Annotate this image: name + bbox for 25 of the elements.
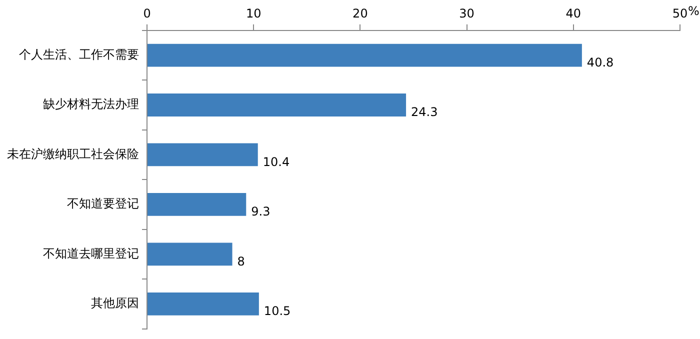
- x-tick-label: 20: [352, 6, 368, 20]
- x-tick-label: 50: [672, 6, 688, 20]
- x-tick-label: 30: [459, 6, 474, 20]
- bar: [148, 94, 406, 116]
- bar: [148, 143, 258, 166]
- data-label: 8: [237, 254, 245, 268]
- y-tick-label: 不知道要登记: [67, 196, 139, 211]
- data-label: 10.5: [264, 304, 291, 318]
- y-tick-label: 未在沪缴纳职工社会保险: [7, 146, 139, 161]
- bar: [148, 193, 246, 216]
- data-label: 40.8: [586, 55, 614, 70]
- y-tick-label: 个人生活、工作不需要: [19, 47, 139, 62]
- data-label: 24.3: [411, 105, 438, 120]
- bar: [148, 44, 582, 67]
- data-label: 10.4: [262, 154, 290, 169]
- bar: [148, 292, 259, 316]
- x-tick-label: 40: [566, 6, 582, 20]
- y-tick-label: 不知道去哪里登记: [43, 246, 139, 260]
- x-axis-title: %: [688, 4, 700, 18]
- x-tick-label: 0: [143, 6, 151, 20]
- bar: [148, 242, 232, 266]
- data-label: 9.3: [251, 204, 270, 219]
- y-tick-label: 其他原因: [91, 296, 139, 310]
- y-tick-label: 缺少材料无法办理: [43, 97, 139, 112]
- x-tick-label: 10: [246, 6, 262, 20]
